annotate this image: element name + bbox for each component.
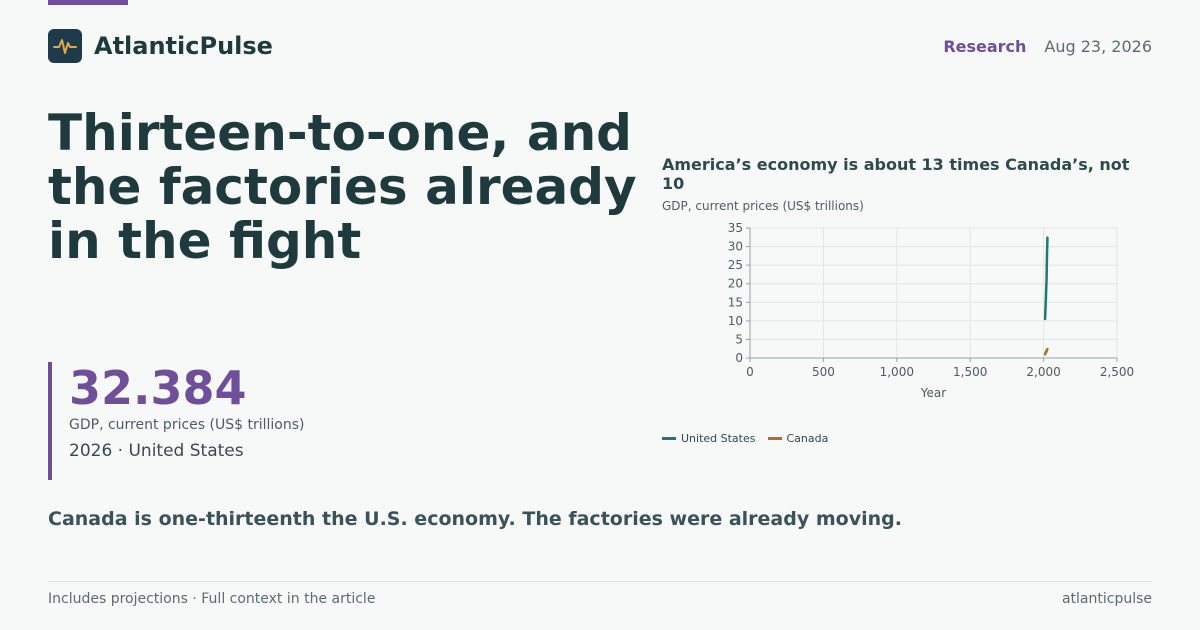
chart-legend: United States Canada [662, 432, 840, 445]
chart-subtitle-text: GDP, current prices (US$ trillions) [662, 199, 864, 213]
legend-item: United States [662, 432, 756, 445]
legend-item: Canada [767, 432, 829, 445]
x-tick-label: 500 [812, 365, 835, 379]
legend-swatch [662, 437, 676, 440]
x-tick-label: 0 [746, 365, 754, 379]
legend-swatch [767, 437, 782, 440]
y-tick-label: 35 [728, 221, 743, 235]
chart: America’s economy is about 13 times Cana… [662, 155, 1152, 455]
x-tick-label: 1,500 [953, 365, 987, 379]
stat-value: 32.384 [69, 361, 247, 415]
stat-context: 2026 · United States [69, 441, 244, 461]
series-line-united-states [1043, 236, 1049, 321]
y-tick-label: 0 [735, 351, 743, 365]
legend-label: United States [681, 432, 756, 445]
brand[interactable]: AtlanticPulse [48, 29, 273, 63]
legend-label: Canada [786, 432, 829, 445]
y-tick-label: 10 [728, 314, 743, 328]
y-tick-label: 25 [728, 258, 743, 272]
header-meta: Research Aug 23, 2026 [943, 37, 1152, 56]
stat-callout: 32.384 GDP, current prices (US$ trillion… [48, 362, 304, 480]
chart-plot: 0 500 1,000 1,500 2,000 2,500 0 5 10 15 20 25 30 35 Ye… [728, 221, 1134, 400]
dek: Canada is one-thirteenth the U.S. econom… [48, 508, 902, 530]
section-link[interactable]: Research [943, 36, 1027, 56]
y-tick-label: 5 [735, 332, 743, 346]
x-tick-label: 2,500 [1100, 365, 1134, 379]
y-tick-label: 20 [728, 277, 743, 291]
x-tick-label: 2,000 [1026, 365, 1060, 379]
footer-source[interactable]: atlanticpulse [1061, 591, 1152, 607]
publish-date: Aug 23, 2026 [1044, 36, 1152, 56]
y-tick-label: 15 [728, 295, 743, 309]
chart-title: America’s economy is about 13 times Cana… [662, 155, 1130, 193]
top-accent-bar [48, 0, 128, 5]
footer-note: Includes projections · Full context in t… [48, 591, 376, 607]
series-line-canada [1043, 347, 1049, 356]
y-tick-label: 30 [728, 240, 743, 254]
pulse-wave-icon [48, 29, 82, 63]
x-axis-label: Year [920, 386, 946, 400]
header: AtlanticPulse Research Aug 23, 2026 [48, 28, 1152, 64]
stat-label: GDP, current prices (US$ trillions) [69, 417, 305, 433]
brand-name: AtlanticPulse [94, 32, 273, 60]
x-tick-label: 1,000 [880, 365, 914, 379]
headline: Thirteen-to-one, and the factories alrea… [48, 104, 637, 270]
chart-subtitle: GDP, current prices (US$ trillions) [662, 199, 872, 213]
footer-divider [48, 581, 1152, 582]
